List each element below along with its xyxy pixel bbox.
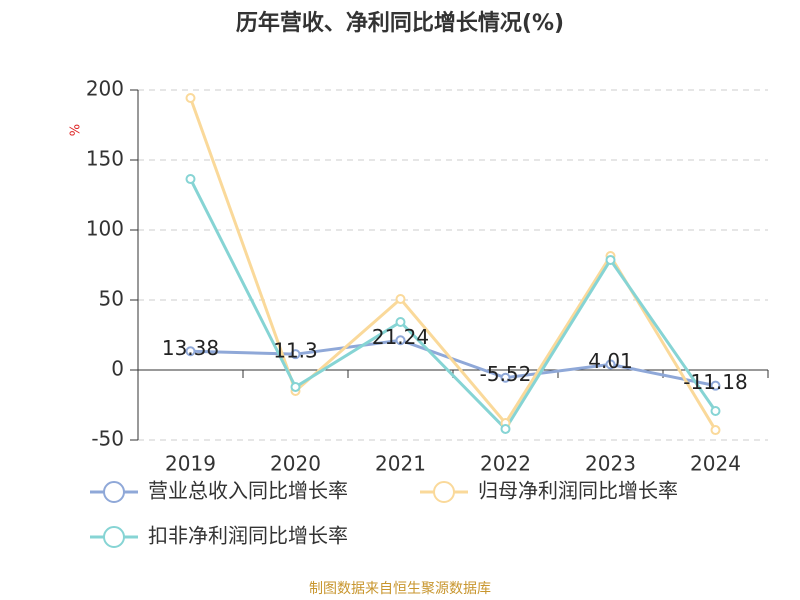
point xyxy=(605,254,616,265)
legend-label: 扣非净利润同比增长率 xyxy=(148,524,348,548)
chart-title: 历年营收、净利同比增长情况(%) xyxy=(236,10,564,36)
point xyxy=(185,92,196,103)
y-tick-label: 150 xyxy=(86,147,124,171)
point xyxy=(395,294,406,305)
data-label: -11.18 xyxy=(683,370,747,394)
legend-marker xyxy=(103,526,125,548)
data-label: -5.52 xyxy=(480,362,532,386)
point xyxy=(290,349,301,360)
point xyxy=(185,346,196,357)
source-note: 制图数据来自恒生聚源数据库 xyxy=(309,581,491,597)
point xyxy=(710,406,721,417)
x-tick-label: 2023 xyxy=(585,452,636,476)
point xyxy=(500,423,511,434)
legend-label: 归母净利润同比增长率 xyxy=(478,479,678,503)
point xyxy=(290,381,301,392)
series-line xyxy=(189,97,717,431)
legend-marker xyxy=(103,481,125,503)
y-tick-label: 100 xyxy=(86,217,124,241)
series-line xyxy=(189,178,717,432)
legend-label: 营业总收入同比增长率 xyxy=(148,479,348,503)
data-label: 4.01 xyxy=(588,349,633,373)
point xyxy=(710,380,721,391)
y-tick-label: -50 xyxy=(91,427,124,451)
point xyxy=(500,372,511,383)
data-label: 21.24 xyxy=(372,325,429,349)
point xyxy=(710,425,721,436)
x-tick-label: 2022 xyxy=(480,452,531,476)
y-tick-label: 0 xyxy=(111,357,124,381)
point xyxy=(185,174,196,185)
legend-marker xyxy=(433,481,455,503)
x-tick-label: 2020 xyxy=(270,452,321,476)
y-tick-label: 200 xyxy=(86,77,124,101)
data-label: 13.38 xyxy=(162,336,219,360)
data-label: 11.3 xyxy=(273,339,318,363)
x-tick-label: 2019 xyxy=(165,452,216,476)
point xyxy=(395,335,406,346)
x-tick-label: 2024 xyxy=(690,452,741,476)
y-axis-label: % xyxy=(69,124,84,136)
x-tick-label: 2021 xyxy=(375,452,426,476)
point xyxy=(395,316,406,327)
y-tick-label: 50 xyxy=(99,287,124,311)
point xyxy=(605,359,616,370)
